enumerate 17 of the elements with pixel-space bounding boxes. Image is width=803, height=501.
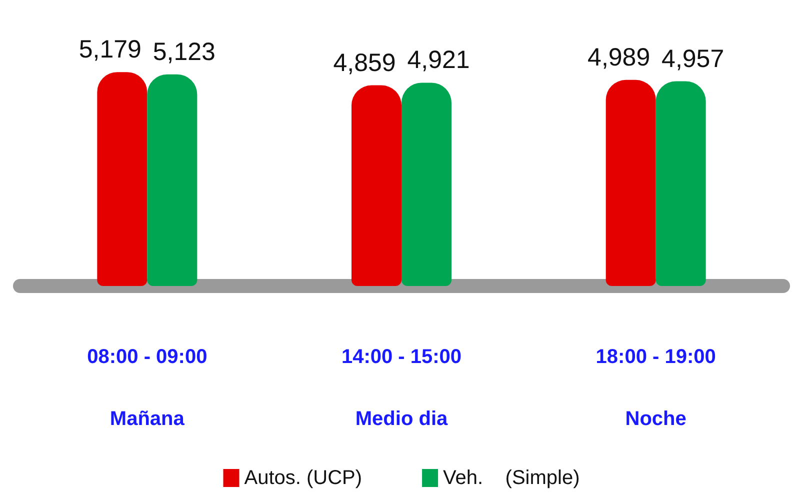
legend-label: Veh. (Simple) — [443, 467, 580, 489]
bar — [352, 85, 402, 286]
data-label: 5,179 — [78, 36, 142, 64]
bar — [147, 74, 198, 286]
bar — [606, 80, 656, 286]
legend-label: Autos. (UCP) — [244, 467, 362, 489]
data-label: 4,921 — [407, 46, 470, 74]
data-label: 5,123 — [152, 38, 216, 66]
data-label: 4,859 — [333, 48, 396, 77]
data-label: 4,957 — [662, 44, 724, 73]
category-label: 14:00 - 15:00 Medio dia — [341, 346, 462, 430]
bar — [656, 81, 706, 286]
data-label: 4,989 — [588, 43, 650, 72]
category-label: 18:00 - 19:00 Noche — [596, 346, 716, 430]
bar — [402, 82, 452, 286]
bar — [97, 72, 148, 286]
category-label: 08:00 - 09:00 Mañana — [87, 346, 208, 430]
